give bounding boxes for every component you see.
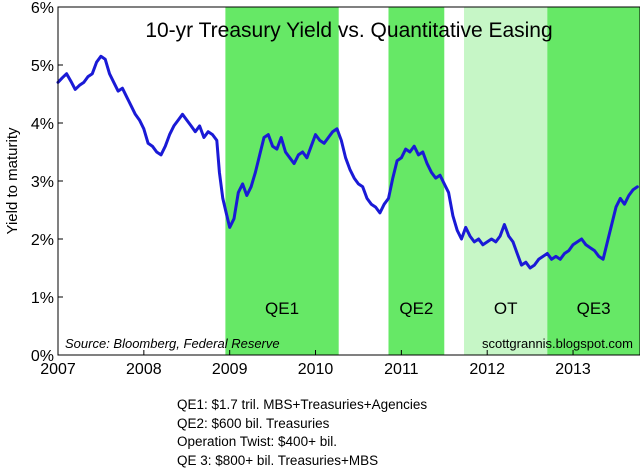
program-notes: QE1: $1.7 tril. MBS+Treasuries+Agencies … <box>177 396 427 470</box>
credit-label: scottgrannis.blogspot.com <box>482 336 633 351</box>
region-ot <box>464 7 548 355</box>
y-axis: 0% 1% 2% 3% 4% 5% 6% <box>31 0 63 365</box>
x-axis: 2007 2008 2009 2010 2011 2012 2013 <box>40 350 591 378</box>
y-tick-label: 0% <box>31 348 54 365</box>
series-line <box>56 54 639 270</box>
chart: QE1 QE2 OT QE3 0%1%2%3%4%5%6% 2007 2008 2009 2… <box>4 0 640 378</box>
y-tick-label: 6% <box>31 0 54 17</box>
x-tick-label: 2013 <box>555 361 591 378</box>
x-tick-label: 2008 <box>126 361 162 378</box>
source-label: Source: Bloomberg, Federal Reserve <box>65 336 280 351</box>
chart-title: 10-yr Treasury Yield vs. Quantitative Ea… <box>145 19 552 42</box>
region-labels: QE1 QE2 OT QE3 <box>265 299 611 318</box>
series-layer <box>56 54 639 270</box>
y-tick-label: 4% <box>31 116 54 133</box>
region-label-qe3: QE3 <box>577 299 611 318</box>
note-qe2: QE2: $600 bil. Treasuries <box>177 415 330 431</box>
shaded-regions <box>225 7 640 355</box>
y-tick-label: 5% <box>31 58 54 75</box>
note-operation-twist: Operation Twist: $400+ bil. <box>177 434 337 449</box>
note-qe3: QE 3: $800+ bil. Treasuries+MBS <box>177 452 379 468</box>
x-tick-label: 2007 <box>40 361 76 378</box>
y-tick-label: 3% <box>31 174 54 191</box>
x-tick-label: 2011 <box>384 361 419 378</box>
x-tick-label: 2010 <box>298 361 334 378</box>
region-qe1 <box>225 7 339 355</box>
note-qe1: QE1: $1.7 tril. MBS+Treasuries+Agencies <box>177 397 428 412</box>
y-tick-label: 1% <box>31 290 54 307</box>
y-tick-label: 2% <box>31 232 54 249</box>
region-qe2 <box>388 7 445 355</box>
region-label-qe2: QE2 <box>399 299 433 318</box>
y-axis-label: Yield to maturity <box>4 127 21 234</box>
region-label-ot: OT <box>494 299 518 318</box>
x-tick-label: 2012 <box>469 361 505 378</box>
x-tick-label: 2009 <box>212 361 248 378</box>
region-label-qe1: QE1 <box>265 299 299 318</box>
region-qe3 <box>547 7 640 355</box>
